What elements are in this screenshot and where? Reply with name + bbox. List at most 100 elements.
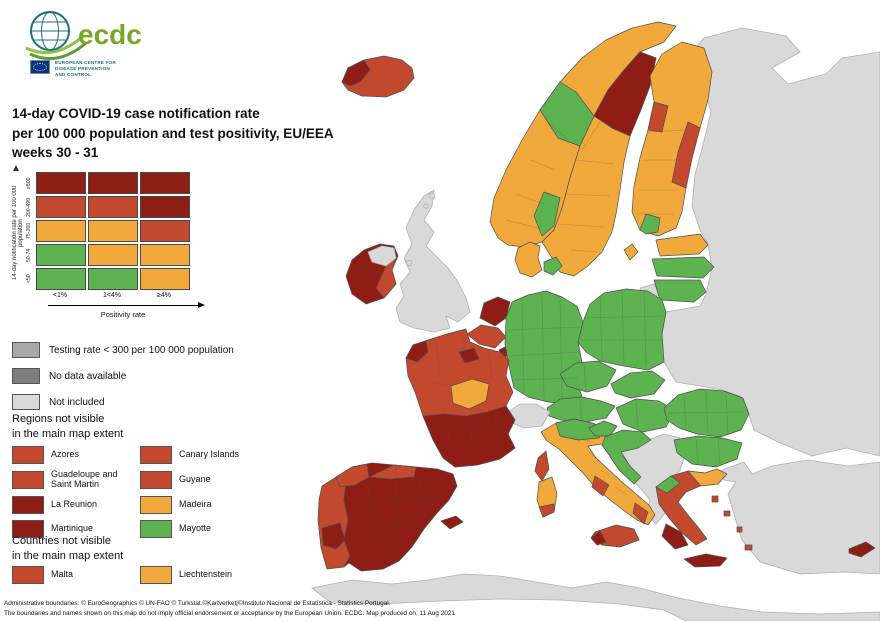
matrix-row-label: 75-200 [26,222,32,240]
matrix-cell [88,172,138,194]
region-east-europe-russia [661,27,880,457]
matrix-row-label: ≥500 [26,177,32,189]
logo-brand-text: ecdc [78,19,142,50]
matrix-cell [36,196,86,218]
legend-region-madeira: Madeira [140,495,290,514]
region-united-kingdom [395,189,471,333]
region-croatia [601,429,652,485]
region-north-africa [311,573,880,621]
region-aegean-islands [711,495,753,551]
internal-region-borders [349,119,745,541]
matrix-cell [140,244,190,266]
region-corsica [534,450,550,482]
region-greece-nw [655,475,681,494]
logo-subline: EUROPEAN CENTRE FOR DISEASE PREVENTION A… [30,60,116,79]
matrix-cell [88,196,138,218]
title-line-1: 14-day COVID-19 case notification rate [12,106,260,121]
legend-item-testing-rate: Testing rate < 300 per 100 000 populatio… [12,342,234,358]
region-crete [683,553,728,568]
regions-section-heading: Regions not visible in the main map exte… [12,413,124,441]
region-france-brittany [405,340,429,363]
matrix-cell [88,268,138,290]
legend-region-martinique: Martinique [12,519,140,538]
logo-swoosh-icon [25,35,83,55]
region-france-paris [458,347,480,364]
region-denmark-islands [543,256,563,276]
positivity-axis-label: Positivity rate [100,310,146,319]
matrix-cell [140,220,190,242]
region-latvia [651,256,715,279]
color-swatch [12,446,44,464]
region-iceland-nw [341,59,371,87]
color-swatch [12,470,44,489]
map-title: 14-day COVID-19 case notification rate p… [12,104,334,163]
matrix-row-label: <50 [26,274,32,284]
color-swatch [140,519,172,538]
matrix-cell [88,244,138,266]
legend-item-no-data: No data available [12,368,234,384]
legend-key-rows: Testing rate < 300 per 100 000 populatio… [12,342,234,420]
region-slovenia [588,420,618,437]
region-denmark [514,241,543,278]
region-turkey [721,459,880,575]
legend-region-mayotte: Mayotte [140,519,290,538]
footer-line-2: The boundaries and names shown on this m… [4,609,455,617]
matrix-cell [140,196,190,218]
matrix-col-label: ≥4% [157,292,171,299]
legend-label: No data available [49,370,127,382]
matrix-cell [36,220,86,242]
y-axis-arrow-icon [13,165,19,171]
regions-legend-grid: Azores Canary Islands Guadeloupe and Sai… [12,446,290,538]
region-switzerland [507,403,551,429]
color-swatch [140,446,172,464]
color-swatch [12,519,44,538]
legend-region-guyane: Guyane [140,470,290,490]
color-swatch [12,342,40,358]
region-shetland [428,192,436,200]
region-poland [577,288,667,371]
region-norway-south-green [533,191,561,237]
matrix-y-axis-label: 14-day notification rate per 100 000 pop… [12,185,24,281]
color-swatch [140,495,172,514]
color-swatch [140,470,172,489]
region-balearics [440,515,464,530]
region-czechia [559,360,617,393]
legend-label: Testing rate < 300 per 100 000 populatio… [49,344,234,356]
region-bulgaria [673,435,743,468]
legend-label: Not included [49,396,105,408]
region-finland-sw [639,213,661,235]
region-gotland [623,243,639,261]
region-france-center [450,378,490,410]
region-finland-central [671,121,701,189]
org-name-line: DISEASE PREVENTION [55,66,110,72]
legend-region-canary-islands: Canary Islands [140,446,290,464]
region-austria [546,396,616,423]
map-attribution-footer: Administrative boundaries: © EuroGeograp… [4,599,644,619]
region-finland-north [647,101,669,133]
matrix-cell [36,172,86,194]
matrix-cell [140,172,190,194]
color-swatch [12,566,44,584]
legend-matrix: 14-day notification rate per 100 000 pop… [10,165,205,319]
region-spain-north [368,464,417,480]
matrix-row-label: 200-499 [26,197,32,217]
matrix-col-label: 1<4% [102,292,122,299]
matrix-row-label: 50-74 [26,248,32,262]
legend-region-la-reunion: La Reunion [12,495,140,514]
region-estonia [655,233,709,257]
region-france-south [422,405,516,468]
matrix-cell [36,268,86,290]
title-line-3: weeks 30 - 31 [12,145,99,161]
region-romania [663,388,750,438]
region-finland [631,41,713,237]
ecdc-logo: ecdc [24,6,264,64]
legend-region-guadeloupe: Guadeloupe and Saint Martin [12,469,140,490]
matrix-cell [140,268,190,290]
color-swatch [12,368,40,384]
region-isle-of-man [405,259,413,267]
region-portugal-lisbon [321,522,346,550]
color-swatch [12,495,44,514]
positivity-axis-arrow-icon [48,301,205,308]
footer-line-1: Administrative boundaries: © EuroGeograp… [4,600,391,607]
